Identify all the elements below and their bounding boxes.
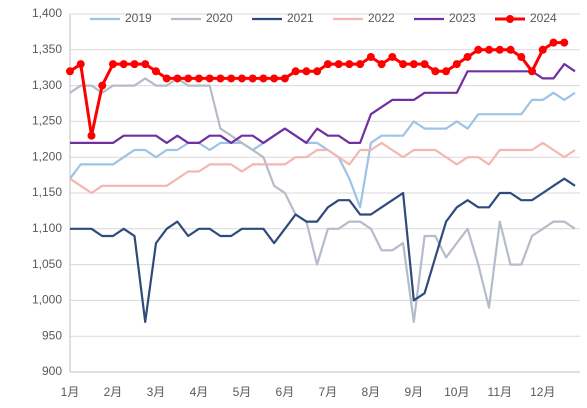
y-tick-label: 1,350	[32, 42, 62, 56]
x-tick-label: 12月	[530, 385, 555, 399]
y-tick-label: 1,200	[32, 149, 62, 163]
series-marker	[463, 52, 472, 61]
x-tick-label: 8月	[362, 385, 381, 399]
series-marker	[248, 74, 257, 83]
series-marker	[291, 67, 300, 76]
x-tick-label: 7月	[319, 385, 338, 399]
y-tick-label: 1,050	[32, 257, 62, 271]
series-marker	[409, 60, 418, 69]
series-marker	[528, 67, 537, 76]
y-tick-label: 1,100	[32, 221, 62, 235]
series-line	[69, 77, 576, 323]
series-marker	[366, 52, 375, 61]
series-marker	[474, 45, 483, 54]
series-marker	[237, 74, 246, 83]
x-tick-label: 10月	[444, 385, 469, 399]
y-tick-label: 900	[42, 364, 62, 378]
series-marker	[549, 38, 558, 47]
legend-label: 2022	[368, 11, 395, 25]
series-marker	[334, 60, 343, 69]
legend-label: 2024	[530, 11, 557, 25]
series-marker	[431, 67, 440, 76]
series-marker	[280, 74, 289, 83]
series-marker	[227, 74, 236, 83]
series-marker	[377, 60, 386, 69]
x-tick-label: 4月	[190, 385, 209, 399]
series-marker	[141, 60, 150, 69]
y-tick-label: 1,000	[32, 293, 62, 307]
series-marker	[538, 45, 547, 54]
legend-label: 2023	[449, 11, 476, 25]
legend-label: 2020	[206, 11, 233, 25]
series-marker	[345, 60, 354, 69]
x-tick-label: 1月	[61, 385, 80, 399]
y-tick-label: 1,400	[32, 6, 62, 20]
series-marker	[452, 60, 461, 69]
y-tick-label: 1,150	[32, 185, 62, 199]
series-marker	[495, 45, 504, 54]
legend-label: 2019	[125, 11, 152, 25]
series-marker	[205, 74, 214, 83]
series-marker	[517, 52, 526, 61]
series-marker	[108, 60, 117, 69]
series-marker	[485, 45, 494, 54]
series-marker	[87, 131, 96, 140]
series-marker	[151, 67, 160, 76]
series-line	[69, 141, 576, 195]
series-marker	[420, 60, 429, 69]
y-tick-label: 950	[42, 328, 62, 342]
y-tick-label: 1,250	[32, 114, 62, 128]
x-tick-label: 6月	[276, 385, 295, 399]
x-tick-label: 3月	[147, 385, 166, 399]
series-marker	[270, 74, 279, 83]
series-marker	[356, 60, 365, 69]
series-line	[70, 177, 576, 323]
x-tick-label: 9月	[404, 385, 423, 399]
series-marker	[506, 45, 515, 54]
series-marker	[119, 60, 128, 69]
y-tick-label: 1,300	[32, 78, 62, 92]
legend-label: 2021	[287, 11, 314, 25]
x-tick-label: 5月	[233, 385, 252, 399]
series-marker	[560, 38, 569, 47]
series-marker	[173, 74, 182, 83]
series-marker	[216, 74, 225, 83]
legend-marker	[506, 15, 514, 23]
series-marker	[388, 52, 397, 61]
series-marker	[323, 60, 332, 69]
series-line	[69, 91, 576, 209]
x-tick-label: 11月	[488, 385, 512, 399]
series-marker	[162, 74, 171, 83]
series-marker	[66, 67, 74, 76]
series-marker	[184, 74, 193, 83]
series-marker	[313, 67, 322, 76]
series-marker	[130, 60, 139, 69]
series-line	[70, 62, 576, 144]
series-marker	[442, 67, 451, 76]
series-marker	[259, 74, 268, 83]
series-marker	[76, 60, 85, 69]
x-tick-label: 2月	[104, 385, 123, 399]
series-marker	[98, 81, 107, 90]
series-marker	[399, 60, 408, 69]
series-marker	[302, 67, 311, 76]
series-marker	[194, 74, 203, 83]
